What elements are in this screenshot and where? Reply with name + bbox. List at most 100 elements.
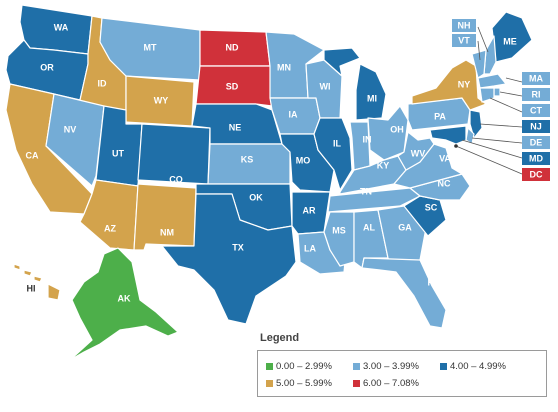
state-ks[interactable] [207,143,291,185]
legend-swatch-2 [440,363,447,370]
state-tn[interactable] [327,187,421,213]
legend-item-0: 0.00 – 2.99% [266,361,332,372]
label-in: IN [363,134,372,144]
legend-item-4: 6.00 – 7.08% [353,378,419,389]
legend-item-2: 4.00 – 4.99% [440,361,506,372]
state-ny[interactable] [411,59,487,111]
state-wv[interactable] [397,131,435,171]
label-tx: TX [232,242,244,252]
callout-nh[interactable]: NH [452,19,476,32]
label-id: ID [98,78,108,88]
label-al: AL [363,222,375,232]
callout-dc[interactable]: DC [522,168,550,181]
label-co: CO [169,174,183,184]
callout-vt[interactable]: VT [452,34,476,47]
callout-nj[interactable]: NJ [522,120,550,133]
label-ks: KS [241,154,254,164]
callout-ma[interactable]: MA [522,72,550,85]
dc-marker [454,144,458,148]
label-mi: MI [367,93,377,103]
legend-swatch-4 [353,380,360,387]
label-pa: PA [434,111,446,121]
label-wa: WA [54,22,69,32]
state-ct[interactable] [479,87,495,103]
state-tx[interactable] [161,193,297,325]
state-md[interactable] [429,125,467,145]
label-ms: MS [332,225,346,235]
leader-vt [477,40,481,61]
state-oh[interactable] [367,105,409,161]
leader-nj [479,123,523,128]
legend-swatch-1 [353,363,360,370]
state-sd[interactable] [195,65,273,107]
state-hi[interactable] [13,263,21,271]
legend-label-3: 5.00 – 5.99% [276,378,332,389]
label-az: AZ [104,223,116,233]
label-mo: MO [296,155,311,165]
label-sc: SC [425,202,438,212]
svg-text:DE: DE [530,137,543,147]
label-mn: MN [277,62,291,72]
callout-de[interactable]: DE [522,136,550,149]
callout-ri[interactable]: RI [522,88,550,101]
label-nc: NC [438,178,451,188]
state-fl[interactable] [361,257,447,329]
label-tn: TN [360,186,372,196]
legend-item-3: 5.00 – 5.99% [266,378,332,389]
state-nv[interactable] [45,93,105,187]
leader-dc [455,145,523,175]
legend-title: Legend [260,332,300,344]
leader-ri [499,91,523,97]
legend-label-4: 6.00 – 7.08% [363,378,419,389]
label-ny: NY [458,79,471,89]
state-ri[interactable] [493,87,501,97]
state-hi-2[interactable] [23,269,33,277]
label-ga: GA [398,222,412,232]
leader-md [461,139,523,159]
svg-text:NJ: NJ [530,121,542,131]
svg-text:RI: RI [532,89,541,99]
svg-text:VT: VT [458,35,470,45]
state-in[interactable] [349,121,371,171]
state-ma[interactable] [477,73,507,89]
label-me: ME [503,36,517,46]
label-ia: IA [289,109,299,119]
svg-text:NH: NH [458,20,471,30]
state-nm[interactable] [133,183,197,251]
callout-md[interactable]: MD [522,152,550,165]
leader-de [471,137,523,144]
state-hi-4[interactable] [47,283,61,301]
label-wy: WY [154,95,169,105]
label-hi: HI [27,283,36,293]
state-mi[interactable] [323,47,361,77]
label-ut: UT [112,148,124,158]
state-de[interactable] [465,127,475,145]
legend-label-1: 3.00 – 3.99% [363,361,419,372]
label-ne: NE [229,122,242,132]
label-nd: ND [226,42,239,52]
label-sd: SD [226,81,239,91]
label-ar: AR [303,205,316,215]
label-nv: NV [64,124,77,134]
leader-ct [489,97,523,113]
svg-text:CT: CT [530,105,542,115]
state-mi-lower[interactable] [355,63,387,121]
legend-label-2: 4.00 – 4.99% [450,361,506,372]
label-mt: MT [144,42,157,52]
svg-text:MD: MD [529,153,543,163]
state-nj[interactable] [469,109,483,139]
label-ok: OK [249,192,263,202]
legend-box: 0.00 – 2.99% 3.00 – 3.99% 4.00 – 4.99% 5… [257,350,547,397]
state-ak[interactable] [69,247,179,361]
state-hi-3[interactable] [33,275,43,283]
state-sc[interactable] [403,195,447,237]
legend-label-0: 0.00 – 2.99% [276,361,332,372]
label-ca: CA [26,150,39,160]
callout-ct[interactable]: CT [522,104,550,117]
label-va: VA [439,153,451,163]
state-vt[interactable] [471,49,487,79]
state-il[interactable] [313,117,353,191]
leader-nh [477,26,489,53]
